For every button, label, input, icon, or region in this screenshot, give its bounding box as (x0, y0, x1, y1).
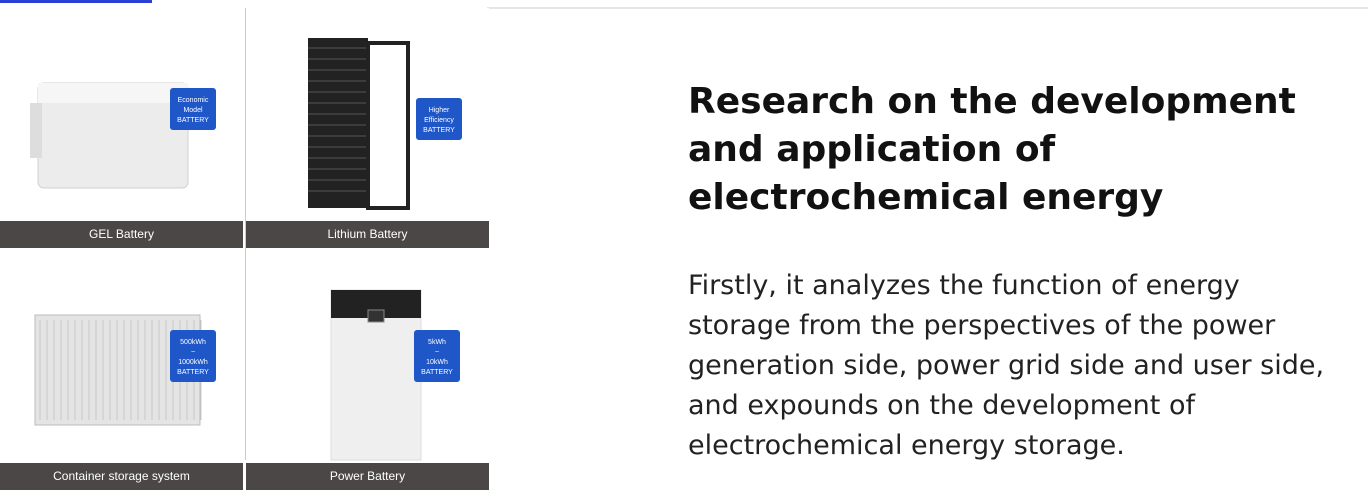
divider (245, 8, 246, 460)
product-tile[interactable]: Higher Efficiency BATTERY Lithium Battery (246, 8, 489, 248)
product-tile[interactable]: Economic Model BATTERY GEL Battery (0, 8, 243, 248)
badge-text: BATTERY (423, 127, 455, 134)
tile-label: Lithium Battery (246, 221, 489, 248)
article-title: Research on the development and applicat… (688, 81, 1296, 218)
badge-bg (416, 98, 462, 140)
badge-text: 10kWh (426, 359, 448, 366)
product-image: Economic Model BATTERY (30, 82, 216, 189)
badge: Economic Model BATTERY (170, 88, 216, 130)
badge-text: BATTERY (177, 369, 209, 376)
product-tile[interactable]: 5kWh ~10kWh BATTERY Power Battery (246, 250, 489, 490)
badge-bg (170, 88, 216, 130)
tile-label: Container storage system (0, 463, 243, 490)
badge-text: Model (183, 107, 203, 114)
badge-text: ~ (435, 349, 439, 356)
product-image: Higher Efficiency BATTERY (308, 38, 462, 210)
badge-text: Higher (429, 107, 450, 114)
badge-text: ~ (191, 349, 195, 356)
badge: Higher Efficiency BATTERY (416, 98, 462, 140)
badge-text: Economic (178, 97, 209, 104)
badge-text: 5kWh (428, 339, 446, 346)
badge: 500kWh ~1000kWh BATTERY (170, 330, 216, 382)
badge-text: BATTERY (421, 369, 453, 376)
badge-text: 1000kWh (178, 359, 208, 366)
product-image: 5kWh ~10kWh BATTERY (330, 289, 460, 461)
tile-label: GEL Battery (0, 221, 243, 248)
product-image: 500kWh ~1000kWh BATTERY (34, 314, 216, 426)
product-tile[interactable]: 500kWh ~1000kWh BATTERY Container storage s… (0, 250, 243, 490)
badge-bg (170, 330, 216, 382)
badge-bg (414, 330, 460, 382)
badge-text: BATTERY (177, 117, 209, 124)
divider (487, 7, 1368, 9)
tile-label: Power Battery (246, 463, 489, 490)
link-underline[interactable] (0, 0, 152, 3)
badge-text: 500kWh (180, 339, 206, 346)
article-body: Firstly, it analyzes the function of ene… (688, 270, 1325, 461)
badge-text: Efficiency (424, 117, 454, 124)
product-grid: Economic Model BATTERY GEL Battery Higher Eff… (0, 8, 489, 490)
badge: 5kWh ~10kWh BATTERY (414, 330, 460, 382)
